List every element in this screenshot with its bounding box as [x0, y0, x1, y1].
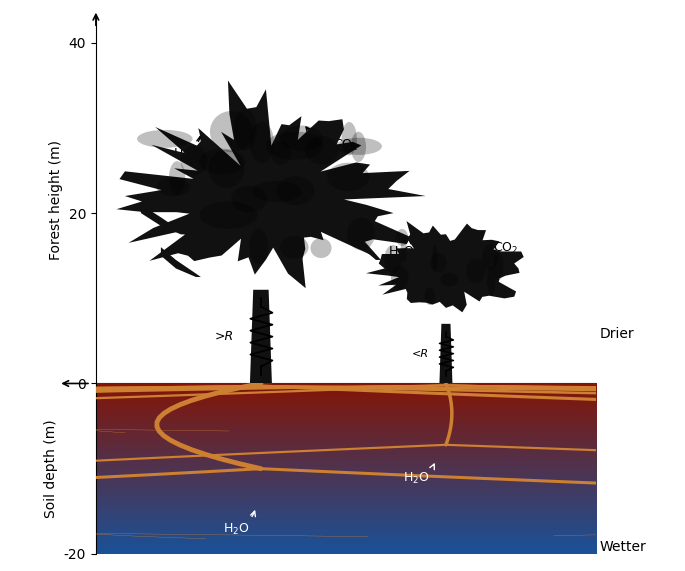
Text: H$_2$O: H$_2$O	[403, 464, 434, 485]
Y-axis label: Forest height (m): Forest height (m)	[49, 140, 63, 260]
Polygon shape	[141, 204, 186, 234]
Ellipse shape	[277, 176, 314, 205]
Ellipse shape	[466, 258, 485, 283]
Text: H$_2$O: H$_2$O	[223, 511, 256, 537]
Text: CO$_2$: CO$_2$	[306, 127, 359, 153]
Ellipse shape	[199, 148, 245, 174]
Ellipse shape	[249, 228, 268, 264]
Text: H$_2$O: H$_2$O	[388, 239, 415, 260]
Polygon shape	[161, 247, 201, 277]
Ellipse shape	[156, 178, 190, 196]
Ellipse shape	[432, 244, 438, 271]
Ellipse shape	[234, 108, 257, 150]
Ellipse shape	[487, 267, 495, 296]
Ellipse shape	[252, 181, 301, 202]
Ellipse shape	[208, 150, 245, 188]
Ellipse shape	[305, 136, 338, 164]
Ellipse shape	[249, 122, 274, 163]
Ellipse shape	[280, 126, 323, 151]
Ellipse shape	[180, 145, 208, 176]
Text: Wetter: Wetter	[599, 540, 646, 554]
Ellipse shape	[425, 287, 435, 305]
Ellipse shape	[384, 245, 401, 273]
Text: CO$_2$: CO$_2$	[469, 235, 519, 255]
Ellipse shape	[493, 253, 503, 280]
Ellipse shape	[199, 202, 258, 229]
Polygon shape	[351, 230, 381, 260]
Text: Drier: Drier	[599, 327, 634, 341]
Ellipse shape	[137, 130, 192, 148]
Ellipse shape	[342, 122, 357, 155]
Ellipse shape	[347, 218, 375, 250]
Ellipse shape	[266, 131, 323, 160]
Text: H$_2$O: H$_2$O	[173, 136, 202, 162]
Ellipse shape	[430, 253, 447, 273]
Ellipse shape	[169, 161, 185, 195]
Ellipse shape	[391, 266, 408, 289]
Ellipse shape	[401, 237, 406, 263]
Polygon shape	[440, 324, 452, 384]
Ellipse shape	[327, 163, 369, 191]
Ellipse shape	[310, 238, 332, 258]
Ellipse shape	[351, 132, 366, 162]
Ellipse shape	[280, 236, 308, 259]
Polygon shape	[250, 289, 272, 384]
Ellipse shape	[482, 244, 498, 270]
Y-axis label: Soil depth (m): Soil depth (m)	[45, 419, 58, 518]
Text: <R: <R	[412, 349, 429, 359]
Ellipse shape	[396, 229, 408, 246]
Ellipse shape	[271, 141, 291, 165]
Ellipse shape	[231, 186, 267, 212]
Ellipse shape	[440, 273, 458, 287]
Ellipse shape	[336, 138, 382, 155]
Ellipse shape	[210, 111, 253, 152]
Polygon shape	[116, 81, 425, 288]
Polygon shape	[366, 221, 524, 312]
Text: >R: >R	[215, 330, 234, 343]
